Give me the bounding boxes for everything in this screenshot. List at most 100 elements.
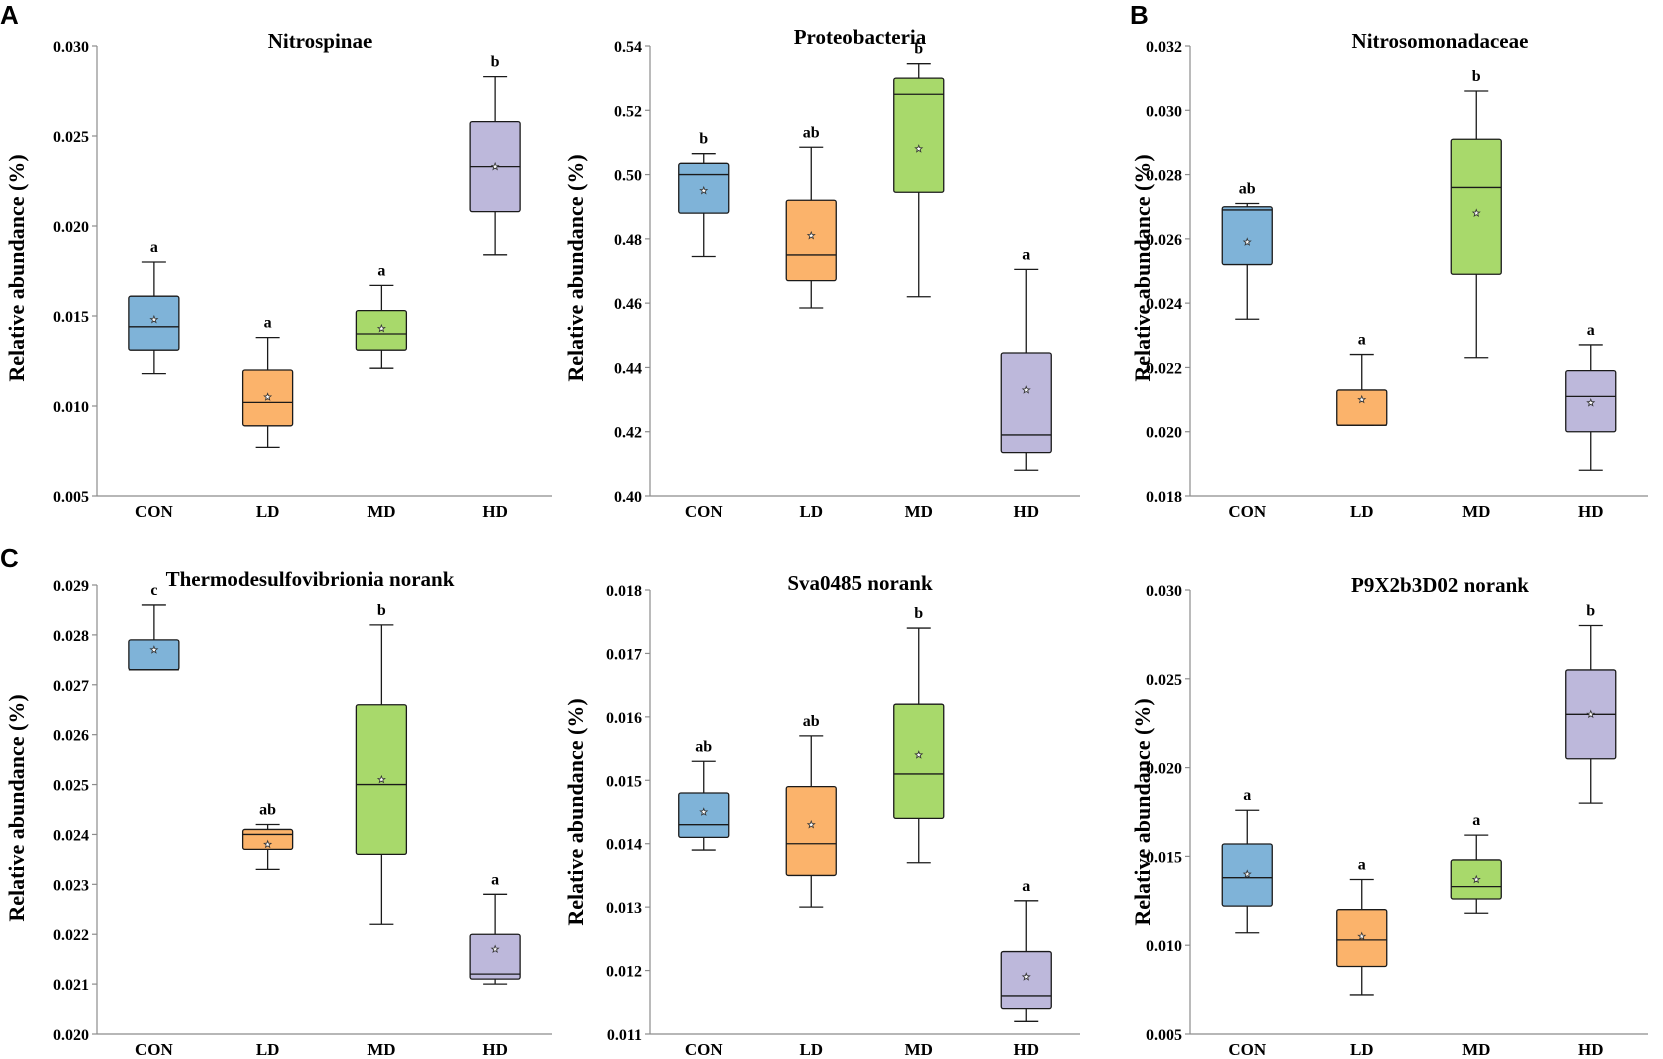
box-ld: ab [785, 124, 837, 309]
significance-letter: a [1358, 332, 1366, 349]
significance-letter: b [377, 602, 386, 619]
y-tick-label: 0.025 [53, 778, 89, 795]
box-md: b [1450, 68, 1502, 359]
box-md: b [893, 605, 945, 864]
y-tick-label: 0.028 [53, 628, 89, 645]
box-ld: a [1336, 332, 1388, 426]
significance-letter: a [1358, 856, 1366, 873]
y-tick-label: 0.030 [53, 39, 89, 56]
y-axis-label: Relative abundance (%) [1130, 698, 1155, 925]
box-hd: a [469, 871, 521, 985]
y-axis-label: Relative abundance (%) [563, 154, 588, 381]
chart-title: Sva0485 norank [787, 571, 933, 595]
x-tick-label: CON [685, 1040, 724, 1059]
mean-marker [1471, 208, 1481, 217]
mean-marker [1242, 869, 1252, 879]
y-tick-label: 0.005 [53, 489, 89, 506]
mean-marker [490, 161, 500, 171]
significance-letter: b [699, 131, 708, 148]
chart-title: Proteobacteria [794, 25, 927, 49]
box-con: c [128, 582, 180, 671]
mean-marker [914, 144, 924, 153]
chart-title: Nitrospinae [268, 29, 373, 53]
x-tick-label: LD [799, 1040, 823, 1059]
box-con: ab [678, 738, 730, 851]
iqr-box [893, 77, 945, 193]
x-tick-label: CON [135, 1040, 174, 1059]
y-tick-label: 0.026 [53, 728, 89, 745]
panel-2: Proteobacteria Relative abundance (%) 0.40… [563, 25, 1080, 521]
box-con: a [128, 239, 180, 375]
x-tick-label: HD [482, 502, 508, 521]
x-tick-label: LD [256, 1040, 280, 1059]
y-tick-label: 0.024 [53, 827, 89, 844]
y-tick-label: 0.020 [53, 1027, 89, 1044]
chart-title: Thermodesulfovibrionia norank [166, 567, 455, 591]
panel-1: Nitrospinae Relative abundance (%) 0.005 0.… [4, 29, 552, 521]
y-tick-label: 0.46 [614, 296, 642, 313]
y-tick-label: 0.015 [53, 309, 89, 326]
mean-marker [1021, 385, 1031, 394]
iqr-box [128, 295, 180, 351]
y-tick-label: 0.028 [1146, 168, 1182, 185]
x-tick-label: LD [799, 502, 823, 521]
mean-marker [263, 839, 273, 849]
y-tick-label: 0.032 [1146, 39, 1182, 56]
mean-marker [1586, 398, 1596, 407]
y-tick-label: 0.42 [614, 425, 642, 442]
iqr-box [128, 639, 180, 671]
y-tick-label: 0.012 [606, 964, 642, 981]
mean-marker [1357, 394, 1367, 404]
significance-letter: a [1472, 812, 1480, 829]
x-tick-label: LD [256, 502, 280, 521]
mean-marker [699, 807, 709, 816]
mean-marker [1471, 874, 1481, 884]
significance-letter: ab [259, 801, 276, 818]
x-tick-label: MD [367, 502, 395, 521]
significance-letter: b [1586, 603, 1595, 620]
y-tick-label: 0.54 [614, 39, 642, 56]
x-tick-label: LD [1350, 502, 1374, 521]
x-tick-label: CON [1228, 502, 1267, 521]
y-axis-label: Relative abundance (%) [563, 698, 588, 925]
y-tick-label: 0.017 [606, 646, 642, 663]
iqr-box [1221, 206, 1273, 266]
significance-letter: ab [1239, 181, 1256, 198]
x-tick-label: HD [1014, 502, 1040, 521]
y-tick-label: 0.48 [614, 232, 642, 249]
panel-4: Thermodesulfovibrionia norank Relative ab… [4, 567, 552, 1059]
y-tick-label: 0.020 [1146, 425, 1182, 442]
significance-letter: b [1472, 68, 1481, 85]
y-axis-label: Relative abundance (%) [4, 154, 29, 381]
x-tick-label: MD [905, 502, 933, 521]
box-con: b [678, 131, 730, 258]
box-md: b [355, 602, 408, 925]
iqr-box [893, 703, 945, 819]
iqr-box [1450, 138, 1502, 275]
y-tick-label: 0.029 [53, 578, 89, 595]
significance-letter: ab [695, 738, 712, 755]
significance-letter: a [377, 262, 385, 279]
significance-letter: b [914, 41, 923, 58]
box-md: a [1450, 812, 1502, 914]
y-tick-label: 0.44 [614, 360, 642, 377]
mean-marker [376, 774, 386, 784]
mean-marker [263, 392, 273, 401]
iqr-box [678, 792, 730, 839]
x-tick-label: MD [367, 1040, 395, 1059]
chart-title: Nitrosomonadaceae [1352, 29, 1529, 53]
y-tick-label: 0.022 [53, 927, 89, 944]
significance-letter: a [1243, 787, 1251, 804]
y-tick-label: 0.023 [53, 877, 89, 894]
iqr-box [785, 199, 837, 282]
y-tick-label: 0.015 [606, 773, 642, 790]
significance-letter: b [491, 54, 500, 71]
y-tick-label: 0.025 [1146, 672, 1182, 689]
mean-marker [490, 944, 500, 954]
chart-title: P9X2b3D02 norank [1351, 573, 1529, 597]
x-tick-label: MD [1462, 502, 1490, 521]
iqr-box [469, 933, 521, 980]
mean-marker [376, 323, 386, 333]
